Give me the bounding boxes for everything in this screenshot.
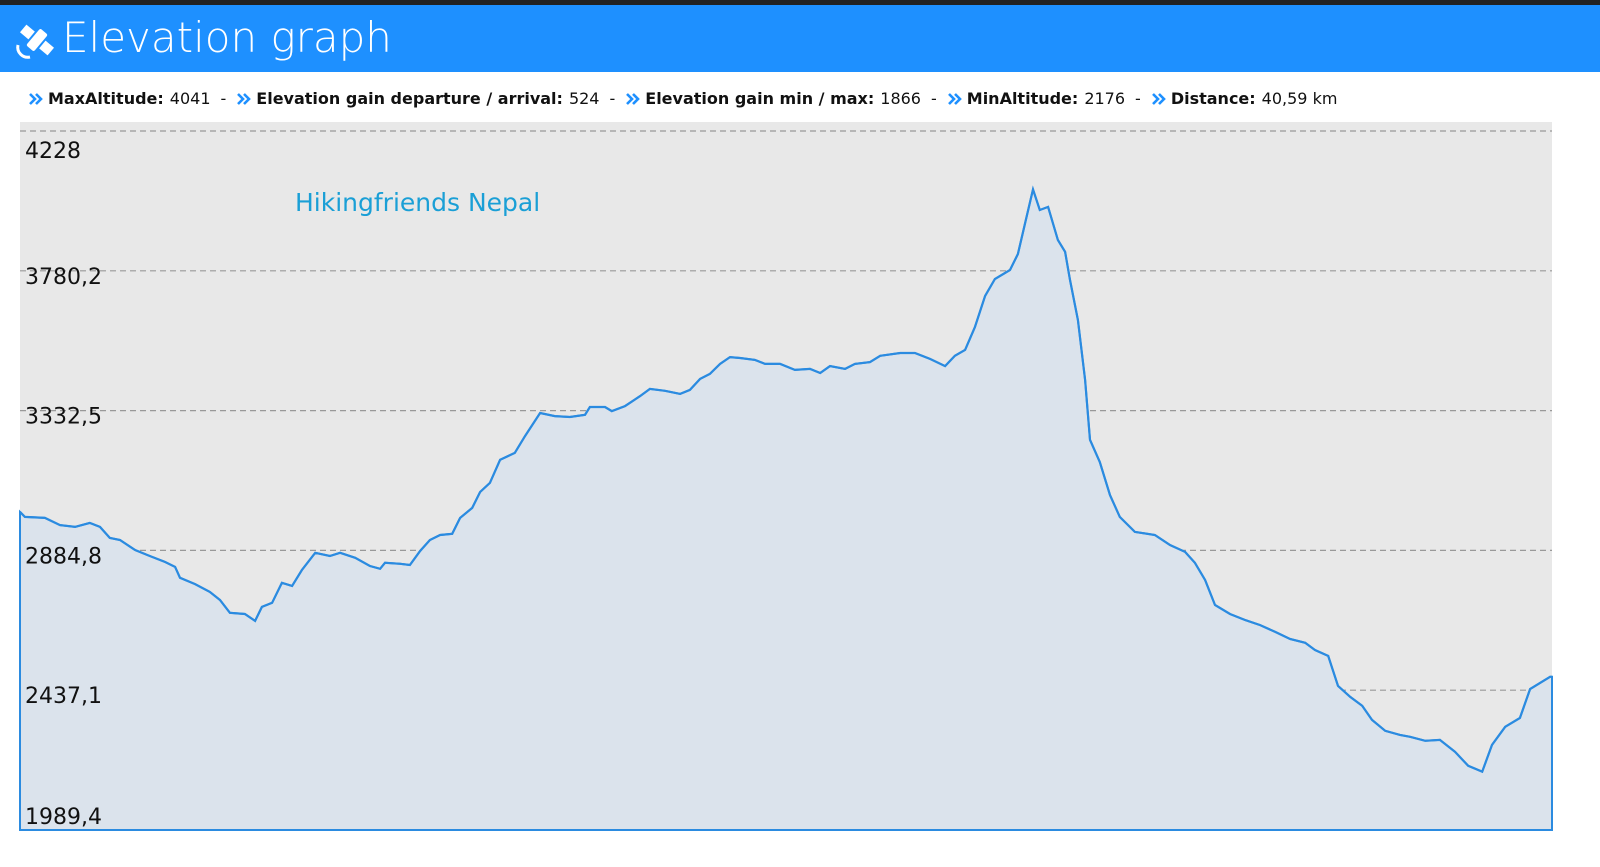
separator: - bbox=[220, 89, 227, 108]
y-tick-label: 1989,4 bbox=[25, 805, 102, 830]
chevron-icon bbox=[29, 92, 43, 105]
separator: - bbox=[930, 89, 937, 108]
chevron-icon bbox=[1151, 92, 1166, 105]
stat-value: 1866 bbox=[880, 89, 921, 108]
separator: - bbox=[1135, 89, 1141, 108]
stat-label: Elevation gain min / max: bbox=[645, 89, 875, 108]
stat-label: MaxAltitude: bbox=[48, 89, 164, 108]
y-tick-label: 3780,2 bbox=[25, 265, 102, 290]
stat-label: Distance: bbox=[1170, 89, 1256, 108]
y-tick-label: 2884,8 bbox=[25, 544, 102, 569]
stat-value: 40,59 km bbox=[1261, 89, 1338, 108]
y-tick-label: 3332,5 bbox=[25, 405, 102, 430]
stat-value: 2176 bbox=[1084, 89, 1126, 108]
chevron-icon bbox=[237, 92, 252, 105]
page-title: Elevation graph bbox=[62, 13, 392, 62]
top-bar bbox=[0, 0, 1600, 5]
header: Elevation graph bbox=[0, 5, 1600, 72]
elevation-line bbox=[19, 185, 1552, 774]
satellite-icon bbox=[16, 24, 55, 59]
stat-label: MinAltitude: bbox=[966, 89, 1079, 108]
chevron-icon bbox=[947, 92, 962, 105]
chevron-icon bbox=[626, 92, 641, 105]
stat-value: 524 bbox=[568, 89, 600, 108]
stat-label: Elevation gain departure / arrival: bbox=[256, 89, 563, 108]
stats-row: MaxAltitude: 4041- Elevation gain departur… bbox=[28, 89, 1337, 108]
y-tick-label: 4228 bbox=[25, 139, 81, 164]
chart: 1989,4 2437,1 2884,8 3332,5 3780,2 4228 Hiking… bbox=[19, 122, 1553, 831]
separator: - bbox=[609, 89, 616, 108]
stat-value: 4041 bbox=[169, 89, 211, 108]
y-tick-label: 2437,1 bbox=[25, 684, 102, 709]
annotation: Hikingfriends Nepal bbox=[295, 188, 540, 217]
